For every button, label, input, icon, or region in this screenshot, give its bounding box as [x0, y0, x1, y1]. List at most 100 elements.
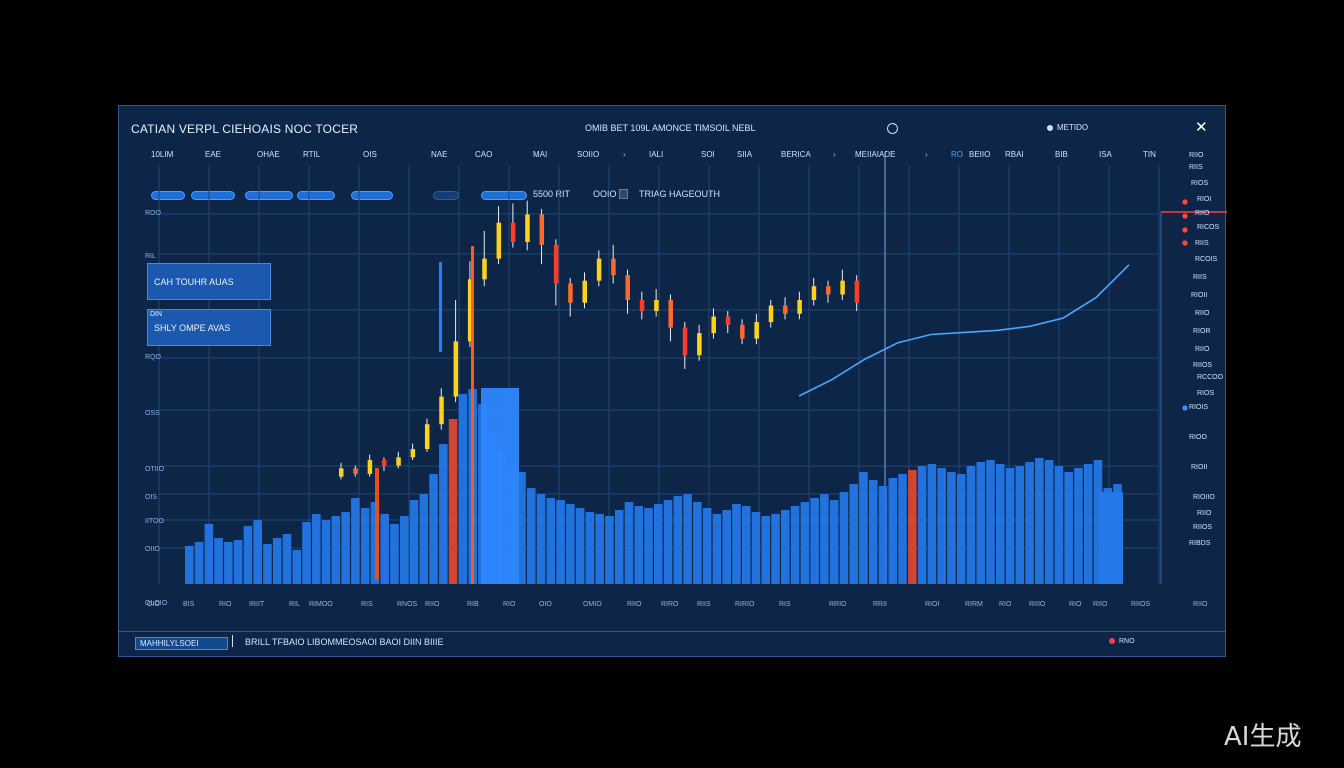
menu-item[interactable]: NAE	[431, 150, 448, 159]
settings-icon[interactable]	[619, 189, 628, 199]
candle-body	[711, 316, 716, 334]
close-button[interactable]: ✕	[1195, 119, 1208, 136]
volume-bar	[937, 468, 946, 584]
x-axis-tick: RIMOO	[309, 601, 333, 608]
volume-bar	[556, 500, 565, 584]
range-pill[interactable]	[297, 191, 335, 200]
status-badge[interactable]: MAHHILYLSOEI	[135, 637, 228, 650]
volume-bar	[820, 494, 829, 584]
menu-item[interactable]: OHAE	[257, 150, 280, 159]
x-axis-tick: RIO	[219, 601, 232, 608]
metric-label-text: METIDO	[1057, 123, 1089, 132]
menu-item[interactable]: ISA	[1099, 150, 1112, 159]
candle-body	[854, 280, 860, 303]
clock-icon[interactable]	[887, 123, 898, 134]
status-indicator-label: RNO	[1119, 638, 1135, 645]
volume-bar	[673, 496, 683, 584]
y-axis-left-label: OLOIO	[145, 600, 168, 607]
range-pill[interactable]	[191, 191, 235, 200]
candle-body	[768, 305, 774, 323]
volume-bar	[321, 520, 331, 584]
volume-bar	[947, 472, 956, 584]
candle-body	[611, 258, 616, 276]
candle-body	[410, 449, 416, 458]
menu-item[interactable]: EAE	[205, 150, 222, 159]
menu-item[interactable]: RBAI	[1005, 150, 1024, 159]
menu-item[interactable]: MEIIAIADE	[855, 150, 896, 159]
y-axis-left-label: RQO	[145, 354, 161, 361]
y-axis-right-label: RCCOO	[1197, 374, 1224, 381]
candle-body	[539, 214, 545, 245]
y-axis-right-label: RIOO	[1189, 434, 1207, 441]
volume-bar	[663, 500, 673, 584]
range-pill[interactable]	[351, 191, 393, 200]
candle-body	[496, 222, 502, 259]
volume-bar	[360, 508, 370, 584]
menu-item[interactable]: TIN	[1143, 150, 1156, 159]
menu-item[interactable]: SOIIO	[577, 150, 600, 159]
volume-bar	[263, 544, 272, 584]
menu-item[interactable]: RO	[951, 150, 963, 159]
candle-body	[654, 300, 659, 312]
range-pill[interactable]	[245, 191, 293, 200]
chevron-right-icon[interactable]: ›	[925, 150, 928, 159]
candle-body	[639, 300, 645, 312]
volume-bar	[966, 466, 976, 584]
y-axis-right-label: RIOR	[1193, 328, 1211, 335]
info-box[interactable]: CAH TOUHR AUAS	[147, 263, 271, 300]
range-pill[interactable]	[481, 191, 527, 200]
volume-bar	[1005, 468, 1015, 584]
indicator-dot	[1182, 199, 1188, 205]
info-box[interactable]: DIN SHLY OMPE AVAS	[147, 309, 271, 346]
volume-bar	[243, 526, 253, 584]
volume-bar	[390, 524, 399, 584]
volume-bar	[224, 542, 233, 584]
y-axis-right-label: RIIO	[1197, 510, 1212, 517]
menu-item[interactable]: CAO	[475, 150, 493, 159]
volume-bar	[341, 512, 350, 584]
x-axis-tick: RIO	[999, 601, 1012, 608]
candle-body	[740, 324, 745, 339]
y-axis-right-label: RIIOS	[1193, 524, 1213, 531]
menu-item[interactable]: 10LIM	[151, 150, 174, 159]
y-axis-right-label: RIOII	[1191, 464, 1208, 471]
volume-bar	[233, 540, 243, 584]
candle-body	[783, 305, 788, 314]
volume-bar	[1099, 492, 1123, 584]
field-text: OOIO	[593, 189, 617, 199]
menu-item[interactable]: IALI	[649, 150, 664, 159]
volume-bar	[312, 514, 321, 584]
candle-body	[811, 286, 817, 300]
y-axis-right-label: RIOIS	[1189, 404, 1209, 411]
volume-bar	[1054, 466, 1064, 584]
volume-bar	[624, 502, 634, 584]
status-indicator[interactable]: RNO	[1109, 638, 1135, 645]
menu-item[interactable]: BEIIO	[969, 150, 991, 159]
volume-bar	[194, 542, 204, 584]
menu-item[interactable]: SIIA	[737, 150, 753, 159]
indicator-dot	[1182, 240, 1188, 246]
range-pill[interactable]	[151, 191, 185, 200]
menu-item[interactable]: MAI	[533, 150, 548, 159]
chevron-right-icon[interactable]: ›	[623, 150, 626, 159]
y-axis-right-label: RIIO	[1195, 346, 1210, 353]
menu-item[interactable]: SOI	[701, 150, 715, 159]
y-axis-left-label: OTIIO	[145, 466, 165, 473]
volume-bar	[917, 466, 927, 584]
x-axis-tick: RRIO	[829, 601, 847, 608]
menu-item[interactable]: RTIL	[303, 150, 321, 159]
menu-item[interactable]: BIB	[1055, 150, 1068, 159]
volume-bar	[429, 474, 438, 584]
volume-bar	[927, 464, 937, 584]
volume-bar	[370, 502, 380, 584]
menu-item[interactable]: OIS	[363, 150, 377, 159]
metric-label[interactable]: METIDO	[1047, 123, 1088, 132]
menu-item[interactable]: BERICA	[781, 150, 811, 159]
x-axis-tick: BIS	[183, 601, 195, 608]
x-axis-tick: RNOS	[397, 601, 418, 608]
volume-bar	[1074, 468, 1083, 584]
y-axis-left-label: ROO	[145, 210, 161, 217]
y-axis-right-label: RIOS	[1191, 180, 1209, 187]
price-chart[interactable]	[119, 106, 1227, 658]
chevron-right-icon[interactable]: ›	[833, 150, 836, 159]
